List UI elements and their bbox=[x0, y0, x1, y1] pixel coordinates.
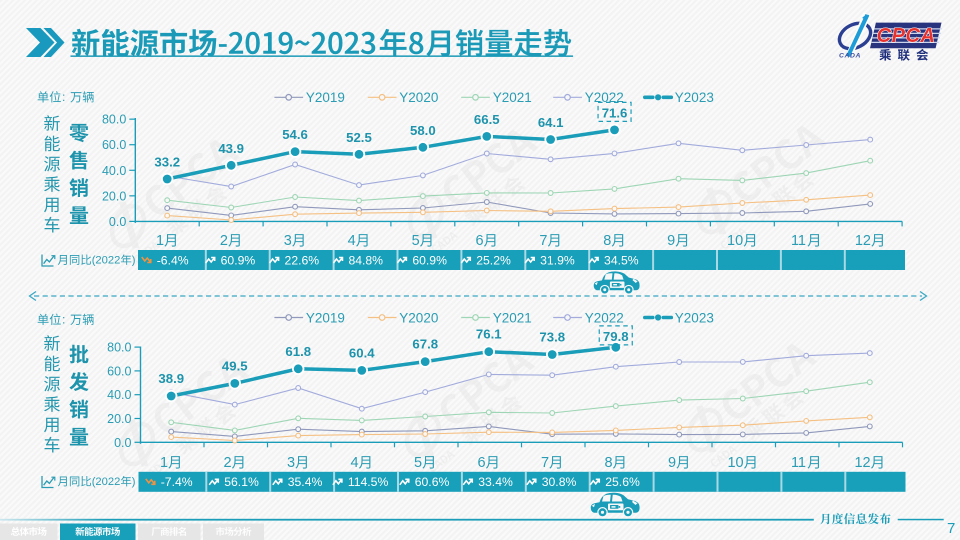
svg-text:5: 5 bbox=[414, 455, 422, 471]
svg-text::: : bbox=[62, 90, 65, 104]
svg-text:-6.4%: -6.4% bbox=[157, 253, 189, 267]
svg-text:33.4%: 33.4% bbox=[478, 475, 513, 489]
svg-text:1: 1 bbox=[160, 455, 168, 471]
svg-text:1: 1 bbox=[156, 233, 164, 249]
svg-text:9: 9 bbox=[667, 233, 675, 249]
svg-text:60.0: 60.0 bbox=[107, 364, 131, 378]
svg-text:10: 10 bbox=[727, 455, 743, 471]
svg-text:79.8: 79.8 bbox=[603, 329, 629, 344]
svg-text:11: 11 bbox=[791, 455, 806, 471]
svg-text:25.6%: 25.6% bbox=[605, 475, 640, 489]
svg-text:4: 4 bbox=[350, 455, 358, 471]
svg-text:61.8: 61.8 bbox=[285, 344, 311, 359]
svg-text:33.2: 33.2 bbox=[154, 154, 180, 169]
svg-text:35.4%: 35.4% bbox=[288, 475, 323, 489]
svg-text:60.6%: 60.6% bbox=[415, 475, 450, 489]
svg-text:6: 6 bbox=[477, 455, 485, 471]
svg-text:80.0: 80.0 bbox=[102, 113, 126, 127]
svg-text:2: 2 bbox=[223, 455, 231, 471]
svg-text:84.8%: 84.8% bbox=[348, 253, 383, 267]
svg-text:30.8%: 30.8% bbox=[542, 475, 577, 489]
svg-text:Y2023: Y2023 bbox=[675, 310, 714, 325]
svg-text:CPCA: CPCA bbox=[877, 25, 936, 47]
svg-text:20.0: 20.0 bbox=[102, 189, 126, 203]
svg-text:114.5%: 114.5% bbox=[348, 475, 389, 489]
svg-text:3: 3 bbox=[287, 455, 295, 471]
svg-text:0.0: 0.0 bbox=[109, 215, 126, 229]
svg-text:60.4: 60.4 bbox=[349, 345, 375, 360]
svg-text:12: 12 bbox=[854, 455, 870, 471]
svg-text:25.2%: 25.2% bbox=[476, 253, 511, 267]
svg-text:49.5: 49.5 bbox=[222, 358, 248, 373]
svg-text:): ) bbox=[132, 476, 136, 488]
svg-text:5: 5 bbox=[412, 233, 420, 249]
svg-text:2: 2 bbox=[220, 233, 228, 249]
svg-text:7: 7 bbox=[539, 233, 547, 249]
svg-text:52.5: 52.5 bbox=[346, 130, 372, 145]
svg-text:0.0: 0.0 bbox=[114, 436, 131, 450]
svg-text:56.1%: 56.1% bbox=[224, 475, 259, 489]
svg-text:60.0: 60.0 bbox=[102, 138, 126, 152]
svg-text:66.5: 66.5 bbox=[474, 112, 500, 127]
svg-text:67.8: 67.8 bbox=[412, 337, 438, 352]
svg-text:38.9: 38.9 bbox=[158, 371, 184, 386]
svg-text:8: 8 bbox=[604, 455, 612, 471]
svg-text:9: 9 bbox=[668, 455, 676, 471]
svg-text:60.9%: 60.9% bbox=[412, 253, 447, 267]
svg-text:CADA: CADA bbox=[839, 53, 861, 60]
svg-text:31.9%: 31.9% bbox=[540, 253, 575, 267]
svg-text:40.0: 40.0 bbox=[107, 388, 131, 402]
svg-text:(2022: (2022 bbox=[92, 255, 121, 267]
svg-text:-7.4%: -7.4% bbox=[161, 475, 193, 489]
svg-text:58.0: 58.0 bbox=[410, 123, 436, 138]
svg-text:64.1: 64.1 bbox=[538, 115, 564, 130]
svg-text:3: 3 bbox=[284, 233, 292, 249]
svg-text:4: 4 bbox=[348, 233, 356, 249]
svg-text:Y2019: Y2019 bbox=[306, 310, 345, 325]
svg-text:Y2023: Y2023 bbox=[675, 90, 714, 105]
svg-text:10: 10 bbox=[727, 233, 743, 249]
svg-text:6: 6 bbox=[475, 233, 483, 249]
svg-text:60.9%: 60.9% bbox=[221, 253, 256, 267]
svg-text:): ) bbox=[132, 255, 136, 267]
svg-text::: : bbox=[62, 313, 65, 327]
svg-text:73.8: 73.8 bbox=[539, 329, 565, 344]
svg-text:12: 12 bbox=[855, 233, 871, 249]
svg-text:Y2020: Y2020 bbox=[399, 90, 438, 105]
svg-text:Y2019: Y2019 bbox=[306, 90, 345, 105]
svg-text:Y2021: Y2021 bbox=[493, 90, 532, 105]
svg-text:20.0: 20.0 bbox=[107, 412, 131, 426]
svg-text:11: 11 bbox=[791, 233, 806, 249]
svg-text:71.6: 71.6 bbox=[602, 105, 628, 120]
svg-text:54.6: 54.6 bbox=[282, 127, 308, 142]
svg-text:43.9: 43.9 bbox=[218, 141, 244, 156]
svg-text:7: 7 bbox=[541, 455, 549, 471]
svg-text:22.6%: 22.6% bbox=[285, 253, 320, 267]
svg-text:Y2020: Y2020 bbox=[399, 310, 438, 325]
svg-text:8: 8 bbox=[603, 233, 611, 249]
svg-text:Y2022: Y2022 bbox=[585, 90, 624, 105]
svg-text:40.0: 40.0 bbox=[102, 164, 126, 178]
svg-text:76.1: 76.1 bbox=[476, 327, 502, 342]
svg-text:Y2022: Y2022 bbox=[585, 310, 624, 325]
svg-text:(2022: (2022 bbox=[92, 476, 121, 488]
svg-text:80.0: 80.0 bbox=[107, 341, 131, 355]
svg-text:34.5%: 34.5% bbox=[604, 253, 639, 267]
svg-text:Y2021: Y2021 bbox=[493, 310, 532, 325]
svg-text:7: 7 bbox=[947, 520, 955, 537]
